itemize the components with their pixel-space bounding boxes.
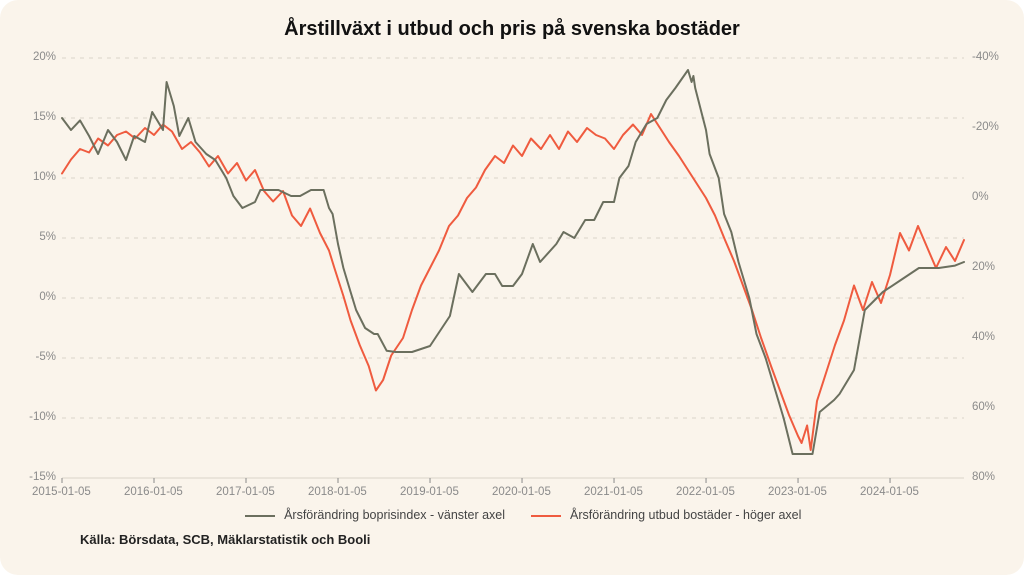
plot-area [62,58,964,478]
left-tick-label: -10% [29,411,56,423]
x-tick-label: 2018-01-05 [308,486,367,498]
x-tick-label: 2023-01-05 [768,486,827,498]
chart-title: Årstillväxt i utbud och pris på svenska … [0,18,1024,41]
left-tick-label: 20% [33,51,56,63]
legend-swatch-supply [531,515,561,517]
right-tick-label: -40% [972,51,999,63]
x-tick-label: 2022-01-05 [676,486,735,498]
x-tick-label: 2024-01-05 [860,486,919,498]
x-tick-label: 2021-01-05 [584,486,643,498]
chart-source: Källa: Börsdata, SCB, Mäklarstatistik oc… [80,532,370,547]
legend-label-supply: Årsförändring utbud bostäder - höger axe… [570,508,801,522]
legend-label-price: Årsförändring boprisindex - vänster axel [284,508,505,522]
right-tick-label: -20% [972,121,999,133]
left-tick-label: -15% [29,471,56,483]
legend: Årsförändring boprisindex - vänster axel… [0,508,1024,522]
left-tick-label: 0% [39,291,56,303]
left-tick-label: 10% [33,171,56,183]
chart-card: Årstillväxt i utbud och pris på svenska … [0,0,1024,575]
right-tick-label: 80% [972,471,995,483]
left-tick-label: 15% [33,111,56,123]
right-tick-label: 20% [972,261,995,273]
left-tick-label: 5% [39,231,56,243]
right-tick-label: 60% [972,401,995,413]
right-tick-label: 0% [972,191,989,203]
legend-swatch-price [245,515,275,517]
x-tick-label: 2016-01-05 [124,486,183,498]
x-tick-label: 2019-01-05 [400,486,459,498]
left-tick-label: -5% [36,351,56,363]
x-tick-label: 2017-01-05 [216,486,275,498]
right-tick-label: 40% [972,331,995,343]
x-tick-label: 2020-01-05 [492,486,551,498]
chart-svg [62,58,964,478]
x-tick-label: 2015-01-05 [32,486,91,498]
